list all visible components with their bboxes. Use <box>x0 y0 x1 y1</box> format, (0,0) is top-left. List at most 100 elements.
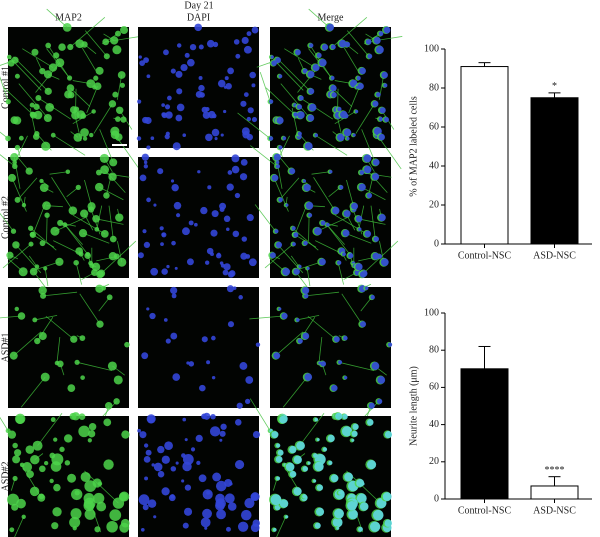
nucleus <box>181 453 186 458</box>
nucleus <box>146 307 150 311</box>
nucleus <box>351 438 355 442</box>
neurite <box>0 212 14 232</box>
row-label: Control #1 <box>0 66 11 109</box>
nucleus <box>314 133 319 138</box>
nucleus <box>384 519 392 527</box>
nucleus <box>217 79 226 88</box>
neurite <box>318 336 323 364</box>
cell-body <box>6 251 14 259</box>
nucleus <box>240 158 248 166</box>
nucleus <box>327 434 335 443</box>
nucleus <box>151 463 155 467</box>
cell-body <box>70 335 78 343</box>
x-tick-label: ASD-NSC <box>533 250 576 261</box>
nucleus <box>181 479 185 483</box>
nucleus <box>246 133 253 141</box>
cell-body <box>26 470 34 479</box>
cell-body <box>117 257 127 267</box>
nucleus <box>205 133 213 142</box>
cell-body <box>29 486 40 497</box>
cell-body <box>40 372 50 382</box>
cell-body <box>121 430 130 439</box>
micrograph <box>137 153 259 278</box>
nucleus <box>336 260 342 265</box>
cell-body <box>39 178 44 184</box>
cell-body <box>7 493 19 506</box>
nucleus <box>174 266 178 270</box>
neurite <box>280 83 311 119</box>
nucleus <box>296 104 303 110</box>
nucleus <box>188 220 194 226</box>
cell-body <box>39 183 49 192</box>
nucleus <box>346 137 350 141</box>
nucleus <box>293 232 299 238</box>
cell-body <box>112 91 119 98</box>
nucleus <box>305 201 314 210</box>
nucleus <box>200 517 211 528</box>
bar <box>460 368 509 500</box>
cell-body <box>43 114 52 122</box>
neurite <box>250 145 278 167</box>
nucleus <box>231 165 240 174</box>
nucleus <box>334 508 344 519</box>
neurite <box>284 48 316 68</box>
nucleus <box>137 252 144 259</box>
nucleus <box>347 500 357 511</box>
nucleus <box>338 39 347 48</box>
nucleus <box>363 154 372 163</box>
nucleus <box>180 63 188 72</box>
nucleus <box>289 445 297 454</box>
cell-body <box>33 110 43 120</box>
nucleus <box>343 375 348 380</box>
nucleus <box>275 455 283 463</box>
nucleus <box>184 438 188 442</box>
cell-body <box>73 259 79 266</box>
cell-body <box>50 461 62 472</box>
cell-body <box>66 84 75 92</box>
nucleus <box>136 136 142 141</box>
neurite <box>49 171 68 175</box>
cell-body <box>112 45 122 55</box>
y-tick-label: 0 <box>434 238 439 249</box>
neurite <box>86 86 99 114</box>
nucleus <box>235 419 242 426</box>
neurite <box>44 268 49 287</box>
neurite <box>348 86 361 114</box>
nucleus <box>139 60 146 67</box>
cell-body <box>32 440 43 451</box>
cell-body <box>96 501 107 512</box>
micrograph <box>249 283 393 441</box>
row-label: Control #2 <box>0 196 11 239</box>
nucleus <box>241 127 250 136</box>
nucleus <box>302 466 309 472</box>
nucleus <box>211 210 219 218</box>
neurite <box>75 262 82 285</box>
nucleus <box>143 241 151 249</box>
cell-body <box>44 212 50 218</box>
neurite <box>306 268 311 287</box>
nucleus <box>281 312 288 320</box>
neurite <box>70 87 91 107</box>
cell-body <box>115 106 124 115</box>
nucleus <box>304 373 313 381</box>
nucleus <box>244 398 251 405</box>
nucleus <box>198 474 207 483</box>
cell-body <box>87 438 92 443</box>
nucleus <box>172 142 181 151</box>
nucleus <box>332 206 340 215</box>
cell-body <box>39 67 46 75</box>
cell-body <box>83 500 95 512</box>
nucleus <box>315 507 325 516</box>
nucleus <box>371 362 380 370</box>
nucleus <box>356 493 367 504</box>
cell-body <box>103 459 114 470</box>
micrograph <box>137 412 261 537</box>
cell-body <box>25 445 35 454</box>
y-tick-label: 40 <box>429 160 439 171</box>
nucleus <box>194 23 202 32</box>
nucleus <box>273 352 281 360</box>
cell-body <box>54 360 60 366</box>
micrograph <box>138 285 261 409</box>
cell-body <box>84 252 91 260</box>
cell-body <box>55 257 64 266</box>
